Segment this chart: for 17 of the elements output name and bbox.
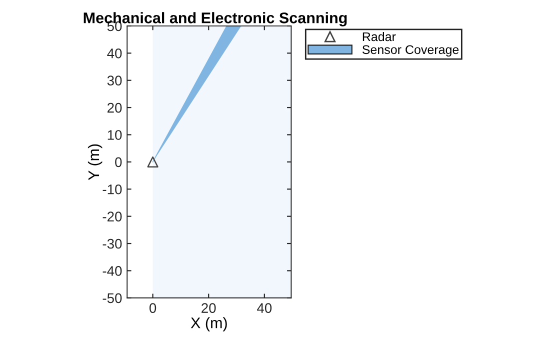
x-tick-label: 40: [257, 303, 272, 313]
y-tick-label: 10: [108, 130, 122, 140]
y-tick-label: -20: [102, 212, 122, 222]
y-tick-label: -50: [102, 293, 122, 304]
y-axis-title: Y (m): [88, 144, 102, 180]
y-tick-label: -10: [102, 184, 122, 194]
y-tick-label: -40: [102, 266, 122, 276]
x-tick-label: 20: [202, 303, 216, 313]
y-tick-label: 40: [107, 48, 122, 58]
x-axis-title: X (m): [190, 317, 227, 332]
legend-label: Radar: [362, 32, 396, 42]
y-tick-label: 0: [115, 157, 122, 168]
y-tick-label: -30: [102, 238, 122, 249]
x-tick-label: 0: [149, 303, 156, 313]
y-tick-label: 30: [107, 76, 122, 86]
y-tick-label: 20: [108, 102, 122, 113]
legend-label: Sensor Coverage: [362, 45, 459, 57]
